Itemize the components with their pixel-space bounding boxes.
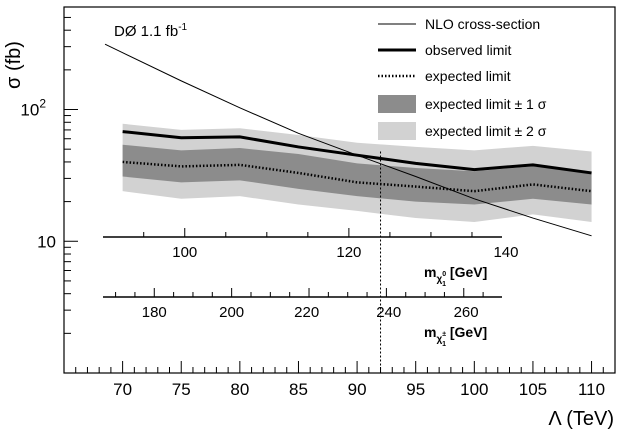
x-axis-title: Λ (TeV) — [548, 408, 614, 430]
secondary-tick-label: 200 — [219, 304, 244, 321]
secondary-tick-label: 140 — [493, 244, 518, 261]
axes-layer: 70 75 80 85 90 95 100 105 110 10 102 100 120 140 mχ0 1 … — [20, 6, 616, 399]
legend-label: NLO cross-section — [425, 16, 540, 32]
x-tick-label: 85 — [289, 380, 308, 399]
x-tick-label: 70 — [113, 380, 132, 399]
y-axis-title: σ (fb) — [3, 41, 25, 89]
secondary-tick-label: 120 — [336, 244, 361, 261]
x-tick-label: 75 — [172, 380, 191, 399]
legend-label: expected limit ± 1 σ — [425, 96, 547, 112]
secondary-tick-label: 100 — [172, 244, 197, 261]
x-tick-label: 90 — [348, 380, 367, 399]
plot-frame — [63, 6, 616, 374]
legend-label: expected limit ± 2 σ — [425, 123, 547, 139]
annotation-superscript: -1 — [178, 22, 187, 33]
secondary-tick-label: 240 — [376, 304, 401, 321]
bands-layer — [122, 123, 592, 223]
legend-label: expected limit — [425, 68, 511, 84]
band-1sigma — [122, 144, 592, 205]
series-observed-limit — [122, 130, 592, 175]
series-expected-limit — [122, 160, 592, 193]
y-tick-label: 102 — [20, 97, 46, 120]
secondary-tick-label: 260 — [454, 304, 479, 321]
x-tick-label: 80 — [230, 380, 249, 399]
y-tick-label: 10 — [37, 232, 56, 251]
secondary-tick-label: 180 — [142, 304, 167, 321]
x-tick-label: 105 — [519, 380, 547, 399]
legend: NLO cross-section observed limit expected … — [378, 16, 547, 140]
lines-layer — [104, 43, 592, 237]
legend-swatch — [378, 122, 416, 140]
legend-swatch — [378, 95, 416, 113]
secondary-axis-title: mχ0 1 [GeV] — [424, 264, 487, 288]
secondary-axis-title: mχ± 1 [GeV] — [424, 324, 487, 348]
legend-label: observed limit — [425, 42, 511, 58]
annotation-label: DØ 1.1 fb-1 — [114, 22, 188, 40]
x-tick-label: 95 — [406, 380, 425, 399]
secondary-tick-label: 220 — [294, 304, 319, 321]
x-tick-label: 100 — [460, 380, 488, 399]
series-nlo-cross-section — [104, 43, 592, 237]
x-tick-label: 110 — [578, 380, 605, 399]
